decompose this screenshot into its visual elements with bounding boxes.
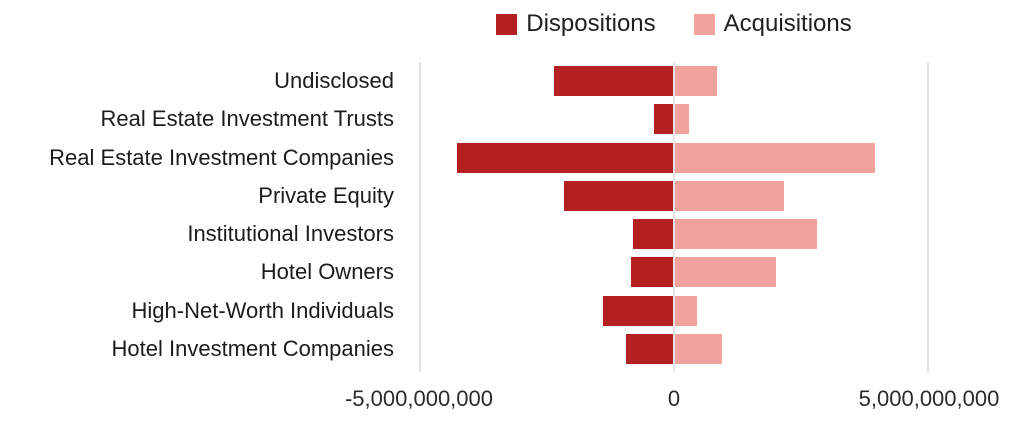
disposition-bar-6 (602, 295, 673, 326)
acquisition-bar-4 (675, 219, 817, 250)
category-label-private-equity: Private Equity (258, 182, 394, 208)
x-tick-plus-5b: 5,000,000,000 (858, 386, 1000, 411)
category-label-hnw-individuals: High-Net-Worth Individuals (131, 297, 394, 323)
disposition-bar-7 (625, 333, 673, 364)
acquisition-bar-5 (675, 257, 776, 288)
x-axis: -5,000,000,000 0 5,000,000,000 (0, 386, 1024, 418)
category-axis: Undisclosed Real Estate Investment Trust… (0, 62, 407, 368)
x-tick-zero: 0 (667, 386, 681, 411)
x-tick-minus-5b: -5,000,000,000 (344, 386, 494, 411)
category-label-hotel-owners: Hotel Owners (260, 259, 394, 285)
legend: Dispositions Acquisitions (419, 10, 929, 38)
acquisition-bar-6 (675, 295, 697, 326)
legend-item-acquisitions: Acquisitions (693, 10, 852, 38)
category-label-institutional-investors: Institutional Investors (187, 221, 394, 247)
gridline-zero (673, 62, 675, 372)
dispositions-legend-label: Dispositions (526, 10, 656, 37)
acquisition-bar-2 (675, 142, 876, 173)
disposition-bar-5 (630, 257, 673, 288)
disposition-bar-1 (653, 104, 673, 135)
category-label-undisclosed: Undisclosed (274, 68, 394, 94)
dispositions-swatch-icon (496, 13, 518, 35)
disposition-bar-0 (554, 66, 673, 97)
category-label-hotel-investment-companies: Hotel Investment Companies (111, 335, 394, 361)
disposition-bar-4 (633, 219, 673, 250)
category-label-re-investment-companies: Real Estate Investment Companies (49, 144, 394, 170)
acquisitions-swatch-icon (693, 13, 715, 35)
acquisitions-legend-label: Acquisitions (723, 10, 852, 37)
acquisition-bar-1 (675, 104, 690, 135)
disposition-bar-3 (564, 180, 673, 211)
acquisition-bar-0 (675, 66, 718, 97)
gridline-plus-5b (927, 62, 929, 372)
acquisition-bar-3 (675, 180, 784, 211)
disposition-bar-2 (457, 142, 673, 173)
acquisition-bar-7 (675, 333, 723, 364)
category-label-reits: Real Estate Investment Trusts (100, 106, 394, 132)
plot-area (419, 62, 929, 372)
legend-item-dispositions: Dispositions (496, 10, 656, 38)
gridline-minus-5b (419, 62, 421, 372)
